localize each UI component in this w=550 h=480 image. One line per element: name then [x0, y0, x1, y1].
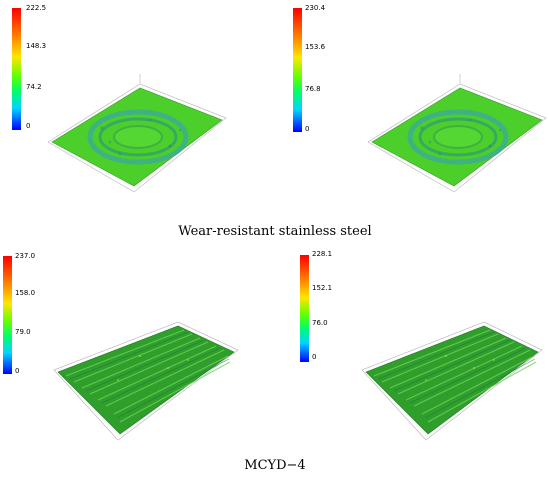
colorbar-tick-min: 0 — [312, 353, 317, 361]
colorbar — [293, 8, 302, 132]
colorbar-tick-min: 0 — [15, 367, 20, 375]
colorbar-tick-high: 148.3 — [26, 42, 47, 50]
colorbar-tick-max: 230.4 — [305, 4, 326, 12]
colorbar — [12, 8, 21, 130]
colorbar — [3, 256, 12, 374]
colorbar-tick-mid: 79.0 — [15, 328, 31, 336]
colorbar-tick-max: 228.1 — [312, 250, 333, 258]
colorbar-tick-mid: 74.2 — [26, 83, 42, 91]
surface-plot — [367, 74, 547, 193]
caption-top: Wear-resistant stainless steel — [178, 224, 372, 239]
colorbar-tick-mid: 76.8 — [305, 85, 321, 93]
caption-bottom: MCYD−4 — [244, 458, 306, 473]
surface-plot — [361, 321, 543, 441]
colorbar-tick-min: 0 — [26, 122, 31, 130]
colorbar-tick-min: 0 — [305, 125, 310, 133]
surface-plot — [53, 321, 239, 441]
colorbar — [300, 255, 309, 362]
colorbar-tick-high: 152.1 — [312, 284, 333, 292]
colorbar-tick-max: 237.0 — [15, 252, 36, 260]
colorbar-tick-high: 153.6 — [305, 43, 326, 51]
colorbar-tick-max: 222.5 — [26, 4, 47, 12]
surface-plot — [47, 74, 227, 193]
colorbar-tick-high: 158.0 — [15, 289, 36, 297]
colorbar-tick-mid: 76.0 — [312, 319, 328, 327]
